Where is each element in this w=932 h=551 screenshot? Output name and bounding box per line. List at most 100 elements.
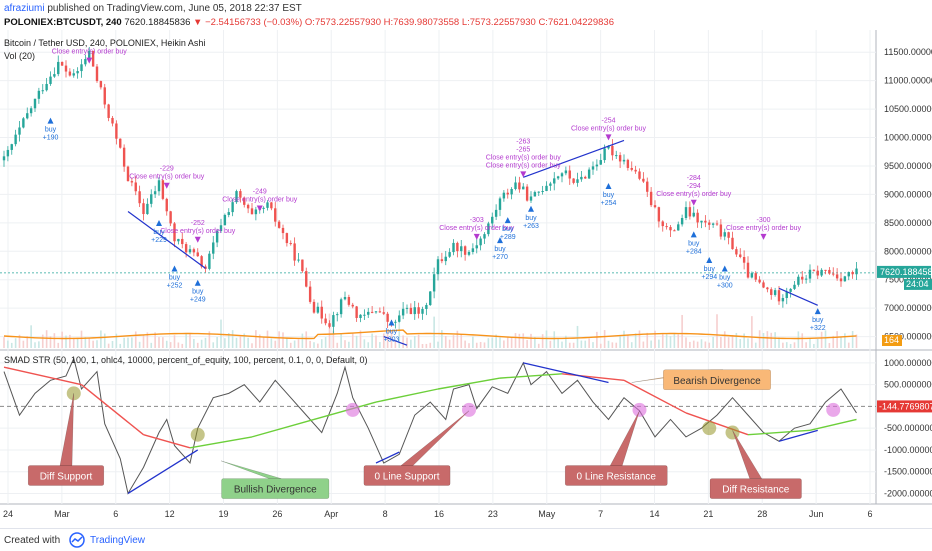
osc-tick-label: -1000.00000000 [884, 445, 932, 455]
candle-body [553, 178, 556, 184]
buy-label: +249 [190, 297, 206, 304]
created-with-text: Created with [4, 535, 61, 546]
volume-bar [76, 338, 79, 348]
sell-arrow-icon [760, 233, 767, 240]
candle-body [479, 238, 482, 246]
candle-body [498, 198, 502, 210]
sell-label: -294 [687, 183, 701, 190]
candle-body [502, 192, 506, 199]
x-tick-label: 7 [598, 509, 603, 519]
volume-bar [328, 313, 331, 348]
price-trendline [778, 287, 818, 306]
volume-bar [677, 334, 680, 348]
y-tick-label: 10500.00000000 [884, 104, 932, 114]
callouts[interactable]: Diff Support Bullish Divergence 0 Line Sup… [27, 369, 802, 499]
callout-box [709, 478, 802, 499]
candle-body [816, 270, 819, 276]
price-pane-title: Bitcoin / Tether USD, 240, POLONIEX, Hei… [4, 38, 205, 48]
grid [0, 30, 932, 505]
candle-body [603, 148, 606, 161]
sell-arrow-icon [256, 205, 263, 212]
x-tick-label: 6 [867, 509, 872, 519]
volume-bar [111, 340, 114, 348]
volume-bar [847, 342, 850, 348]
candle-body [49, 76, 52, 84]
candle-body [146, 203, 149, 215]
candle-body [630, 167, 633, 170]
volume-bar [115, 333, 118, 348]
volume-bar [441, 330, 443, 348]
candle-body [494, 209, 498, 217]
candle-body [529, 196, 533, 201]
osc-ma-segment [437, 377, 501, 390]
volume-bar [464, 340, 466, 348]
candle-body [673, 230, 676, 232]
osc-ma-segment [251, 418, 315, 438]
candle-body [394, 321, 397, 323]
candle-body [518, 182, 521, 190]
candle-body [57, 61, 60, 75]
volume-bar [475, 342, 478, 348]
candle-body [111, 117, 114, 124]
osc-trendline [375, 451, 400, 464]
y-tick-label: 7000.00000000 [884, 303, 932, 313]
volume-bar [340, 333, 342, 348]
volume-bar [38, 341, 40, 348]
candle-body [26, 113, 29, 119]
candle-body [642, 178, 645, 182]
callout-pointer [59, 393, 74, 466]
sell-arrow-icon [473, 233, 480, 240]
candle-body [68, 71, 72, 76]
sell-label: -249 [253, 188, 267, 195]
volume-bar [224, 338, 226, 348]
volume-bar [731, 335, 734, 348]
callout-label: Bearish Divergence [673, 376, 761, 387]
volume-bar [774, 332, 776, 348]
volume-bar [739, 339, 742, 348]
candle-body [285, 233, 289, 244]
volume-bar [468, 343, 470, 348]
candle-body [692, 212, 695, 217]
candle-body [448, 252, 451, 257]
volume-bar [433, 316, 435, 348]
sell-label: Close entry(s) order buy [222, 196, 298, 203]
candle-body [254, 209, 258, 215]
volume-bar [30, 325, 32, 348]
volume-bar [479, 341, 482, 348]
candle-body [653, 205, 657, 208]
last-price-text: 7620.18845836 [880, 267, 932, 277]
sell-label: Close entry(s) order buy [486, 154, 562, 161]
candle-body [832, 273, 835, 275]
volume-bar [348, 341, 350, 348]
candle-body [134, 182, 137, 192]
osc-ma-segment [313, 401, 377, 421]
candle-body [270, 202, 273, 209]
volume-bar [204, 337, 207, 348]
candle-body [808, 269, 812, 279]
volume-bar [534, 337, 536, 348]
volume-bar [84, 337, 87, 348]
candle-body [336, 314, 339, 316]
volume-bar [41, 334, 44, 348]
author-link[interactable]: afraziumi [4, 3, 45, 14]
x-tick-label: May [538, 509, 556, 519]
volume-bar [100, 330, 102, 348]
volume-bar [572, 342, 575, 348]
osc-tick-label: -2000.00000000 [884, 488, 932, 498]
tradingview-brand[interactable]: TradingView [90, 535, 146, 546]
volume-bar [138, 341, 141, 348]
candle-body [153, 191, 157, 195]
volume-bar [700, 339, 703, 348]
last-price-tag [877, 265, 931, 278]
x-tick-label: 19 [218, 509, 228, 519]
volume-bar [855, 334, 858, 348]
candle-body [556, 176, 560, 179]
price-trendlines[interactable] [127, 139, 818, 346]
volume-bar [813, 343, 815, 348]
buy-label: buy [502, 226, 514, 233]
candle-body [580, 176, 583, 180]
volume-bar [607, 340, 610, 348]
candle-body [126, 166, 130, 182]
volume-bar [305, 331, 308, 348]
